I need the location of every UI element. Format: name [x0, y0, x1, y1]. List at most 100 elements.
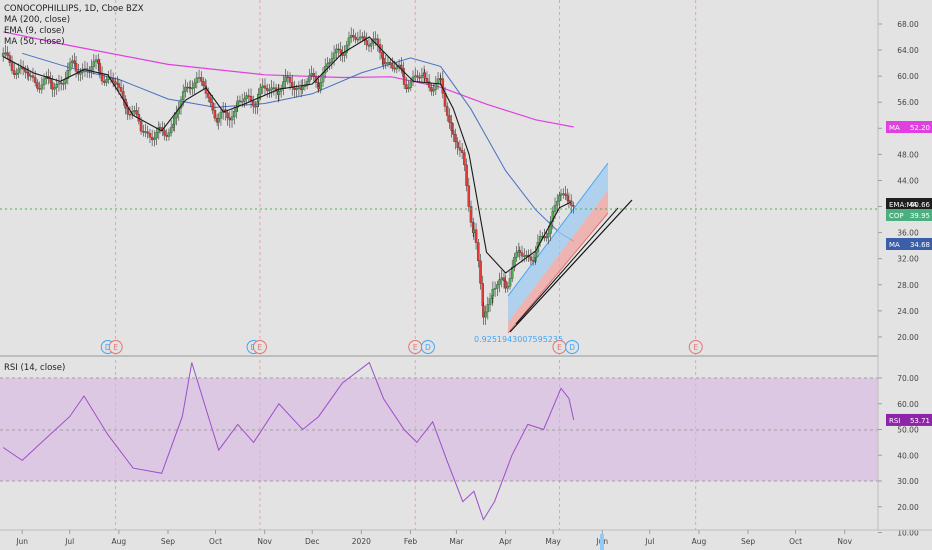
rsi-badge[interactable]: RSI 53.71 — [886, 413, 932, 426]
rsi-study-label[interactable]: RSI (14, close) — [4, 363, 65, 373]
event-marker-circle — [252, 340, 267, 354]
candle-body — [454, 134, 457, 143]
candle-body — [493, 288, 497, 290]
candle-body — [19, 67, 23, 70]
dividend-marker[interactable]: D — [420, 340, 435, 354]
trendline-upper[interactable] — [515, 207, 619, 325]
dividend-marker[interactable]: D — [565, 340, 580, 354]
study-ma200-label[interactable]: MA (200, close) — [4, 15, 70, 25]
candle-body — [308, 75, 311, 82]
time-tick-label: Apr — [499, 537, 513, 546]
candle-body — [445, 106, 449, 116]
price-tick-label: 24.00 — [897, 307, 919, 316]
candle-body — [518, 250, 522, 253]
candle-body — [549, 221, 552, 234]
candle-body — [51, 82, 54, 90]
earnings-marker[interactable]: E — [408, 340, 423, 354]
time-tick-label: Feb — [404, 537, 418, 546]
badge-background — [886, 209, 932, 221]
candle-body — [153, 137, 156, 141]
event-marker-letter: E — [258, 343, 263, 352]
candle-body — [27, 72, 30, 76]
candle-body — [36, 82, 39, 89]
candle-body — [347, 37, 351, 46]
candle-body — [17, 68, 20, 74]
candle-body — [279, 87, 283, 92]
time-axis-ticks[interactable]: JunJulAugSepOctNovDec2020FebMarAprMayJun… — [15, 530, 853, 546]
candle-body — [369, 42, 373, 47]
candle-body — [343, 52, 346, 56]
earnings-marker[interactable]: E — [688, 340, 703, 354]
event-marker-circle — [565, 340, 580, 354]
badge-label: COP — [889, 212, 904, 220]
candle-body — [238, 100, 242, 102]
rsi-line[interactable] — [2, 361, 575, 521]
candle-body — [4, 52, 7, 54]
candle-body — [358, 36, 362, 40]
candle-body — [332, 52, 336, 59]
study-ma50-label[interactable]: MA (50, close) — [4, 37, 65, 47]
event-marker-letter: D — [425, 343, 431, 352]
candle-body — [400, 64, 403, 69]
trendline-lower[interactable] — [509, 199, 633, 333]
ma200-line[interactable] — [3, 31, 574, 128]
candle-body — [407, 87, 410, 90]
price-tick-label: 32.00 — [897, 255, 919, 264]
badge-label: EMA:MA — [889, 201, 918, 209]
legend[interactable]: CONOCOPHILLIPS, 1D, Cboe BZX MA (200, cl… — [4, 4, 144, 47]
price-tick-label: 44.00 — [897, 176, 919, 185]
badge-background — [886, 413, 932, 426]
candle-body — [430, 87, 433, 92]
candle-body — [66, 70, 70, 79]
candle-body — [339, 49, 342, 54]
time-tick-label: May — [545, 537, 561, 546]
price-axis[interactable] — [878, 0, 932, 530]
rsi-tick-label: 70.00 — [897, 374, 919, 383]
ma50-line[interactable] — [22, 52, 574, 242]
candle-body — [479, 260, 482, 284]
price-badge[interactable]: MA 52.20 — [886, 121, 932, 133]
candle-body — [566, 195, 569, 201]
ema9-line[interactable] — [2, 36, 571, 274]
candle-body — [310, 73, 313, 76]
candle-body — [175, 113, 178, 119]
candle-body — [553, 204, 557, 212]
candle-body — [290, 82, 294, 89]
time-axis-cursor-marker — [600, 534, 604, 550]
candle-body — [6, 52, 9, 56]
study-ema9-label[interactable]: EMA (9, close) — [4, 26, 65, 36]
candle-body — [173, 117, 176, 125]
time-tick-label: Mar — [449, 537, 464, 546]
candle-body — [1, 53, 5, 57]
earnings-marker[interactable]: E — [108, 340, 123, 354]
candle-body — [74, 63, 78, 72]
event-marker-letter: E — [693, 343, 698, 352]
earnings-marker[interactable]: E — [252, 340, 267, 354]
candle-body — [413, 75, 417, 78]
candle-body — [135, 110, 138, 115]
event-marker-circle — [688, 340, 703, 354]
regression-channel[interactable] — [507, 162, 633, 334]
rsi-tick-label: 10.00 — [897, 529, 919, 538]
time-tick-label: 2020 — [352, 537, 371, 546]
candle-body — [254, 105, 257, 108]
candle-body — [545, 236, 549, 239]
candle-body — [59, 82, 63, 84]
candle-body — [510, 266, 514, 279]
candle-body — [243, 98, 246, 102]
candle-body — [472, 229, 476, 233]
candle-body — [486, 304, 490, 313]
candle-body — [57, 82, 61, 85]
candle-body — [572, 205, 575, 207]
earnings-marker[interactable]: E — [552, 340, 567, 354]
candle-body — [142, 130, 145, 133]
candle-body — [439, 78, 442, 80]
candle-body — [236, 100, 239, 108]
price-badge[interactable]: MA 34.68 — [886, 238, 932, 250]
candle-body — [97, 59, 100, 64]
candle-body — [458, 147, 462, 151]
price-badge[interactable]: COP 39.95 — [886, 209, 932, 221]
candle-body — [393, 67, 396, 70]
